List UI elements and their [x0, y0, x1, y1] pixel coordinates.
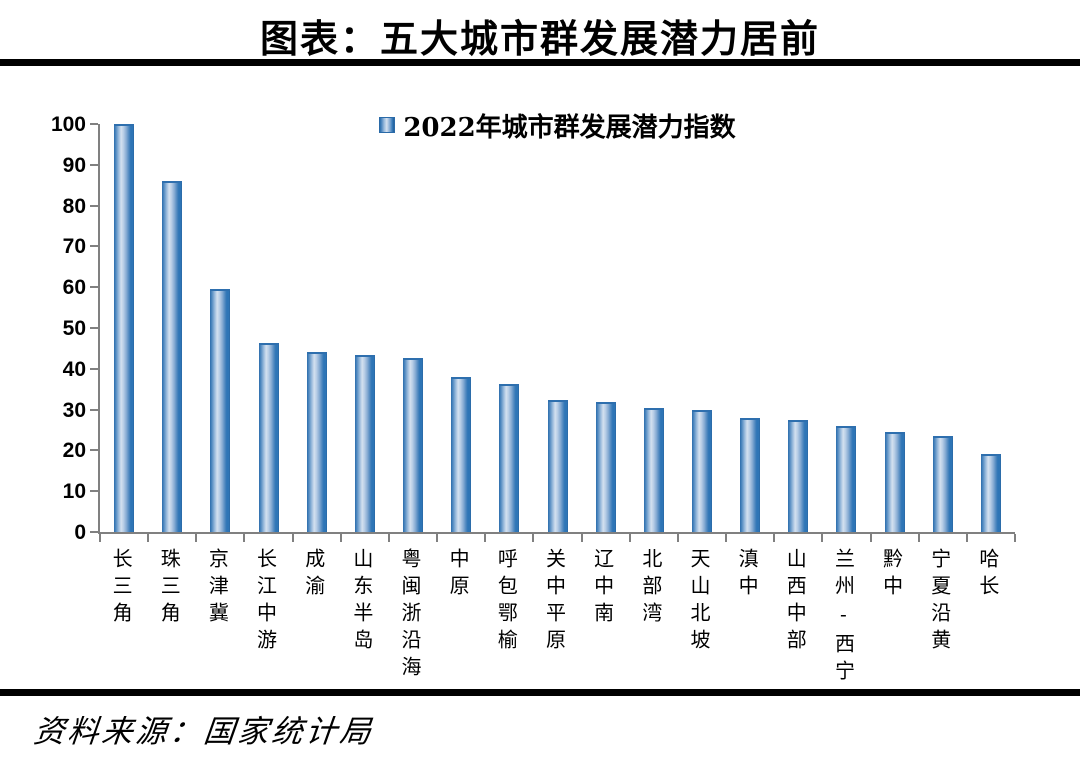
- x-axis-tick: [773, 534, 776, 542]
- y-axis-tick: [90, 367, 98, 370]
- page-title: 图表：五大城市群发展潜力居前: [259, 16, 820, 61]
- y-axis-tick: [90, 245, 98, 248]
- bar-关中平原: [547, 400, 568, 532]
- y-axis-tick-label: 50: [62, 317, 86, 340]
- x-axis-tick: [99, 534, 101, 542]
- bar-哈长: [980, 454, 1001, 532]
- x-axis-category-label: 山东半岛: [349, 548, 374, 656]
- y-axis-tick-label: 40: [62, 357, 86, 381]
- bar-辽中南: [595, 401, 616, 532]
- y-axis-tick: [90, 449, 98, 452]
- y-axis-tick: [90, 327, 98, 329]
- x-axis-category-label: 北部湾: [638, 548, 663, 629]
- x-axis-tick: [147, 534, 150, 542]
- y-axis-tick-label: 70: [62, 235, 86, 259]
- top-divider: [0, 59, 1080, 66]
- x-axis-category-label: 呼包鄂榆: [494, 548, 519, 656]
- x-axis-category-label: 关中平原: [542, 548, 567, 656]
- y-axis-tick: [90, 204, 98, 207]
- x-axis-category-label: 山西中部: [783, 548, 808, 656]
- x-axis-category-label: 粤闽浙沿海: [398, 548, 423, 683]
- x-axis-category-label: 中原: [446, 548, 471, 602]
- x-axis-category-label: 黔中: [879, 548, 904, 602]
- x-axis-category-label: 辽中南: [590, 548, 615, 629]
- x-axis-category-label: 天山北坡: [686, 548, 711, 656]
- x-axis-category-label: 京津冀: [205, 548, 230, 629]
- bar-京津冀: [210, 289, 231, 532]
- x-axis-category-label: 滇中: [735, 548, 760, 602]
- bar-山东半岛: [354, 354, 375, 532]
- chart-legend: 2022年城市群发展潜力指数: [100, 108, 1015, 143]
- y-axis-tick-label: 30: [62, 398, 86, 422]
- x-axis-category-label: 长三角: [109, 548, 134, 629]
- y-axis-tick-label: 60: [62, 276, 86, 300]
- x-axis-tick: [484, 534, 487, 542]
- x-axis-category-label: 哈长: [975, 548, 1000, 602]
- y-axis-tick: [90, 531, 98, 533]
- bar-长江中游: [258, 343, 279, 532]
- source-note: 资料来源：国家统计局: [31, 714, 376, 750]
- x-axis-tick: [339, 534, 342, 542]
- legend-series-label: 2022年城市群发展潜力指数: [403, 112, 736, 143]
- x-axis-tick: [243, 534, 246, 542]
- bottom-divider: [0, 689, 1080, 696]
- x-axis-tick: [869, 534, 872, 542]
- x-axis-tick: [1014, 534, 1016, 542]
- y-axis-tick: [90, 408, 98, 411]
- x-axis-tick: [821, 534, 824, 542]
- bar-珠三角: [162, 181, 183, 532]
- legend-series-swatch-icon: [379, 117, 396, 133]
- bar-呼包鄂榆: [499, 383, 520, 532]
- x-axis-tick: [917, 534, 920, 542]
- x-axis-category-label: 成渝: [301, 548, 326, 602]
- y-axis-tick-label: 100: [50, 113, 86, 136]
- bar-长三角: [114, 124, 135, 532]
- y-axis-tick: [90, 163, 98, 166]
- bar-粤闽浙沿海: [403, 358, 424, 532]
- bar-天山北坡: [691, 410, 712, 532]
- x-axis-tick: [195, 534, 198, 542]
- y-axis-tick: [90, 490, 98, 493]
- x-axis-category-label: 兰州-西宁: [831, 548, 856, 687]
- bar-宁夏沿黄: [932, 435, 953, 532]
- y-axis-line: [98, 124, 100, 532]
- x-axis-tick: [387, 534, 390, 542]
- x-axis-tick: [965, 534, 968, 542]
- plot-area: [90, 123, 1016, 542]
- x-axis-tick: [436, 534, 439, 542]
- bar-成渝: [306, 352, 327, 532]
- y-axis-tick-label: 20: [62, 439, 86, 463]
- x-axis-tick: [532, 534, 535, 542]
- y-axis-tick-label: 10: [62, 480, 86, 504]
- y-axis-tick-label: 90: [62, 153, 86, 177]
- x-axis-tick: [580, 534, 583, 542]
- bar-北部湾: [643, 407, 664, 532]
- y-axis-tick-label: 80: [62, 194, 86, 218]
- bar-山西中部: [788, 420, 809, 532]
- x-axis-line: [98, 532, 1015, 534]
- x-axis-tick: [676, 534, 679, 542]
- x-axis-tick: [291, 534, 294, 542]
- y-axis-tick-label: 0: [74, 521, 86, 544]
- bar-黔中: [884, 432, 905, 532]
- x-axis-category-label: 宁夏沿黄: [927, 548, 952, 656]
- y-axis-tick: [90, 123, 98, 125]
- bar-滇中: [740, 418, 761, 532]
- bar-兰州-西宁: [836, 426, 857, 532]
- y-axis-tick: [90, 286, 98, 289]
- x-axis-tick: [725, 534, 728, 542]
- x-axis-category-label: 珠三角: [157, 548, 182, 629]
- bar-中原: [451, 376, 472, 532]
- x-axis-category-label: 长江中游: [253, 548, 278, 656]
- x-axis-tick: [628, 534, 631, 542]
